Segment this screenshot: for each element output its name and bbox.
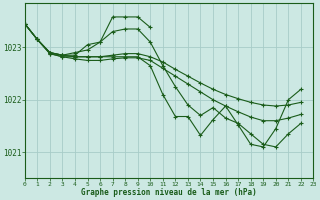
X-axis label: Graphe pression niveau de la mer (hPa): Graphe pression niveau de la mer (hPa) xyxy=(81,188,257,197)
